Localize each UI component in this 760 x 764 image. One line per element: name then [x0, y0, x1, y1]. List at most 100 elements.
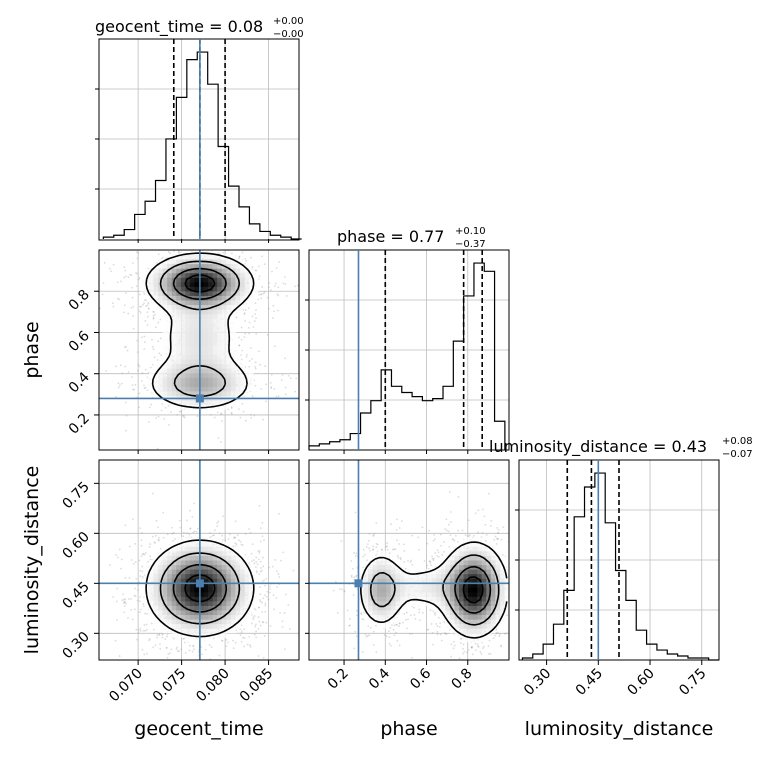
density-cell	[254, 574, 259, 579]
density-cell	[176, 277, 181, 282]
scatter-point	[143, 653, 145, 655]
scatter-point	[146, 613, 148, 615]
density-cell	[194, 382, 199, 387]
density-cell	[190, 264, 195, 269]
scatter-point	[272, 317, 274, 319]
scatter-point	[137, 351, 139, 353]
density-cell	[172, 323, 177, 328]
scatter-point	[149, 546, 151, 548]
density-cell	[240, 592, 245, 597]
scatter-point	[268, 599, 270, 601]
scatter-point	[294, 286, 296, 288]
density-cell	[208, 341, 213, 346]
density-cell	[231, 560, 236, 565]
scatter-point	[232, 660, 234, 662]
scatter-point	[140, 555, 142, 557]
scatter-point	[267, 334, 269, 336]
density-cell	[208, 332, 213, 337]
density-cell	[208, 377, 213, 382]
scatter-point	[118, 382, 120, 384]
density-cell	[158, 624, 163, 629]
scatter-point	[243, 411, 245, 413]
scatter-point	[262, 557, 264, 559]
density-cell	[204, 323, 209, 328]
geocent-time-title-sup: +0.00	[273, 16, 304, 27]
density-cell	[172, 309, 177, 314]
scatter-point	[261, 602, 263, 604]
scatter-point	[279, 612, 281, 614]
density-cell	[190, 309, 195, 314]
scatter-point	[511, 572, 513, 574]
density-cell	[217, 332, 222, 337]
density-cell	[244, 596, 249, 601]
density-cell	[235, 377, 240, 382]
scatter-point	[117, 557, 119, 559]
density-cell	[204, 282, 209, 287]
density-cell	[194, 336, 199, 341]
density-cell	[167, 601, 172, 606]
scatter-point	[434, 612, 436, 614]
density-cell	[158, 359, 163, 364]
scatter-point	[278, 261, 280, 263]
scatter-point	[256, 570, 258, 572]
density-cell	[208, 264, 213, 269]
scatter-point	[333, 590, 335, 592]
density-cell	[222, 569, 227, 574]
scatter-point	[260, 541, 262, 543]
density-cell	[181, 277, 186, 282]
scatter-point	[152, 346, 154, 348]
scatter-point	[271, 271, 273, 273]
density-cell	[254, 273, 259, 278]
scatter-point	[124, 524, 126, 526]
scatter-point	[255, 561, 257, 563]
scatter-point	[186, 520, 188, 522]
density-cell	[217, 592, 222, 597]
scatter-point	[411, 564, 413, 566]
scatter-point	[231, 407, 233, 409]
scatter-point	[141, 571, 143, 573]
scatter-point	[238, 345, 240, 347]
scatter-point	[335, 581, 337, 583]
density-cell	[204, 318, 209, 323]
scatter-point	[216, 522, 218, 524]
scatter-point	[151, 339, 153, 341]
density-cell	[172, 619, 177, 624]
scatter-point	[281, 379, 283, 381]
density-cell	[176, 551, 181, 556]
density-cell	[217, 364, 222, 369]
density-cell	[254, 601, 259, 606]
density-cell	[217, 560, 222, 565]
density-cell	[154, 605, 159, 610]
density-cell	[204, 637, 209, 642]
scatter-point	[155, 535, 157, 537]
scatter-point	[443, 621, 445, 623]
density-cell	[213, 350, 218, 355]
scatter-point	[149, 406, 151, 408]
density-cell	[231, 592, 236, 597]
scatter-point	[132, 306, 134, 308]
scatter-point	[252, 543, 254, 545]
scatter-point	[235, 520, 237, 522]
density-cell	[154, 619, 159, 624]
density-cell	[176, 587, 181, 592]
scatter-point	[264, 603, 266, 605]
density-cell	[194, 373, 199, 378]
scatter-point	[139, 575, 141, 577]
scatter-point	[137, 279, 139, 281]
scatter-point	[173, 250, 175, 252]
scatter-point	[375, 546, 377, 548]
density-cell	[176, 345, 181, 350]
density-cell	[163, 615, 168, 620]
density-cell	[194, 592, 199, 597]
density-cell	[240, 587, 245, 592]
density-cell	[154, 291, 159, 296]
scatter-point	[186, 532, 188, 534]
panel-geocent-vs-distance	[99, 460, 319, 695]
density-cell	[208, 587, 213, 592]
scatter-point	[260, 561, 262, 563]
density-cell	[185, 341, 190, 346]
scatter-point	[193, 648, 195, 650]
scatter-point	[244, 333, 246, 335]
density-cell	[190, 400, 195, 405]
scatter-point	[148, 640, 150, 642]
